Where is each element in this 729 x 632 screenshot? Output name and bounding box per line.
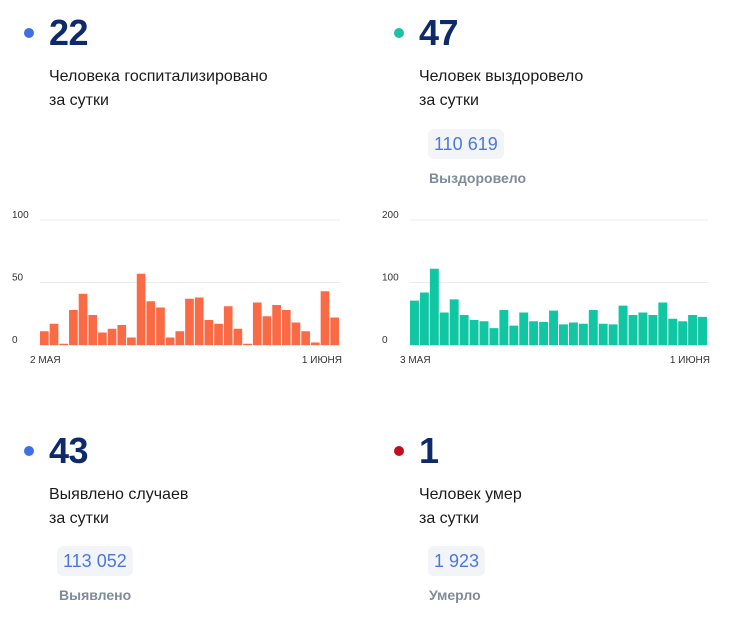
bar bbox=[281, 310, 291, 345]
bar bbox=[136, 273, 146, 345]
hospitalized-description: Человека госпитализировано за сутки bbox=[49, 68, 268, 109]
recovered-dot bbox=[394, 28, 404, 38]
bar bbox=[310, 342, 320, 345]
bar bbox=[479, 321, 489, 345]
bar bbox=[539, 321, 549, 345]
bar bbox=[618, 305, 628, 345]
bar bbox=[559, 324, 568, 345]
bar bbox=[489, 328, 499, 345]
bar bbox=[648, 315, 658, 345]
bar bbox=[638, 312, 648, 345]
bar bbox=[658, 302, 668, 345]
bar bbox=[628, 315, 638, 345]
y-tick-label: 0 bbox=[382, 335, 388, 346]
detected-total: 113 052 bbox=[57, 546, 133, 576]
bar bbox=[272, 305, 281, 345]
bar bbox=[429, 268, 439, 345]
bar bbox=[49, 323, 59, 345]
bar bbox=[410, 300, 419, 345]
recovered-total-label: Выздоровело bbox=[429, 170, 527, 186]
bar bbox=[88, 315, 98, 345]
bar bbox=[59, 343, 69, 345]
bar bbox=[98, 332, 107, 345]
y-tick-label: 200 bbox=[382, 210, 399, 221]
bar bbox=[233, 328, 243, 345]
detected-description: Выявлено случаев за сутки bbox=[49, 486, 189, 527]
bar bbox=[78, 293, 88, 345]
bar bbox=[529, 321, 539, 345]
x-end-label: 1 ИЮНЯ bbox=[302, 355, 342, 366]
bar bbox=[291, 322, 301, 345]
y-tick-label: 100 bbox=[12, 210, 29, 221]
died-dot bbox=[394, 446, 404, 456]
bar bbox=[185, 298, 194, 345]
died-total: 1 923 bbox=[428, 546, 486, 576]
bar bbox=[419, 292, 429, 345]
hospitalized-value: 22 bbox=[49, 12, 89, 53]
y-tick-label: 0 bbox=[12, 335, 18, 346]
bar bbox=[301, 331, 310, 345]
died-description: Человек умер за сутки bbox=[419, 486, 522, 527]
bar bbox=[320, 291, 330, 345]
bar bbox=[499, 310, 509, 345]
bar bbox=[469, 320, 479, 345]
detected-dot bbox=[24, 446, 34, 456]
x-start-label: 3 МАЯ bbox=[400, 355, 431, 366]
detected-total-label: Выявлено bbox=[59, 587, 132, 603]
hospitalized-dot bbox=[24, 28, 34, 38]
bar bbox=[175, 331, 185, 345]
bar bbox=[449, 299, 459, 345]
bar bbox=[439, 312, 449, 345]
bar bbox=[252, 302, 262, 345]
bar bbox=[204, 320, 214, 345]
bar bbox=[69, 310, 78, 345]
bar bbox=[146, 301, 156, 345]
recovered-description: Человек выздоровело за сутки bbox=[419, 68, 584, 109]
died-total-label: Умерло bbox=[429, 587, 481, 603]
recovered-total: 110 619 bbox=[428, 129, 504, 159]
y-tick-label: 50 bbox=[12, 273, 24, 284]
bar bbox=[668, 318, 678, 345]
bar bbox=[165, 337, 175, 345]
bar bbox=[117, 325, 127, 345]
bar bbox=[330, 317, 339, 345]
bar bbox=[127, 337, 136, 345]
bar bbox=[568, 322, 578, 345]
bar bbox=[549, 310, 558, 345]
bar bbox=[588, 310, 598, 345]
x-start-label: 2 МАЯ bbox=[30, 355, 61, 366]
bar bbox=[509, 325, 519, 345]
bar bbox=[678, 321, 688, 345]
bar bbox=[243, 343, 252, 345]
died-value: 1 bbox=[419, 430, 439, 471]
bar bbox=[608, 324, 618, 345]
bar bbox=[578, 323, 588, 345]
bar bbox=[156, 307, 165, 345]
bar bbox=[688, 315, 698, 345]
bar bbox=[598, 323, 608, 345]
hospitalized-chart: 0 50 100 2 МАЯ 1 ИЮНЯ bbox=[12, 210, 342, 366]
bar bbox=[194, 297, 204, 345]
bar bbox=[40, 331, 49, 345]
x-end-label: 1 ИЮНЯ bbox=[670, 355, 710, 366]
bar bbox=[698, 316, 707, 345]
bar bbox=[519, 312, 529, 345]
bar bbox=[107, 328, 117, 345]
y-tick-label: 100 bbox=[382, 273, 399, 284]
detected-value: 43 bbox=[49, 430, 89, 471]
bar bbox=[459, 315, 469, 345]
bar bbox=[223, 306, 233, 345]
recovered-value: 47 bbox=[419, 12, 459, 53]
bar bbox=[262, 316, 272, 345]
recovered-chart: 0 100 200 3 МАЯ 1 ИЮНЯ bbox=[382, 210, 710, 366]
bar bbox=[214, 323, 223, 345]
